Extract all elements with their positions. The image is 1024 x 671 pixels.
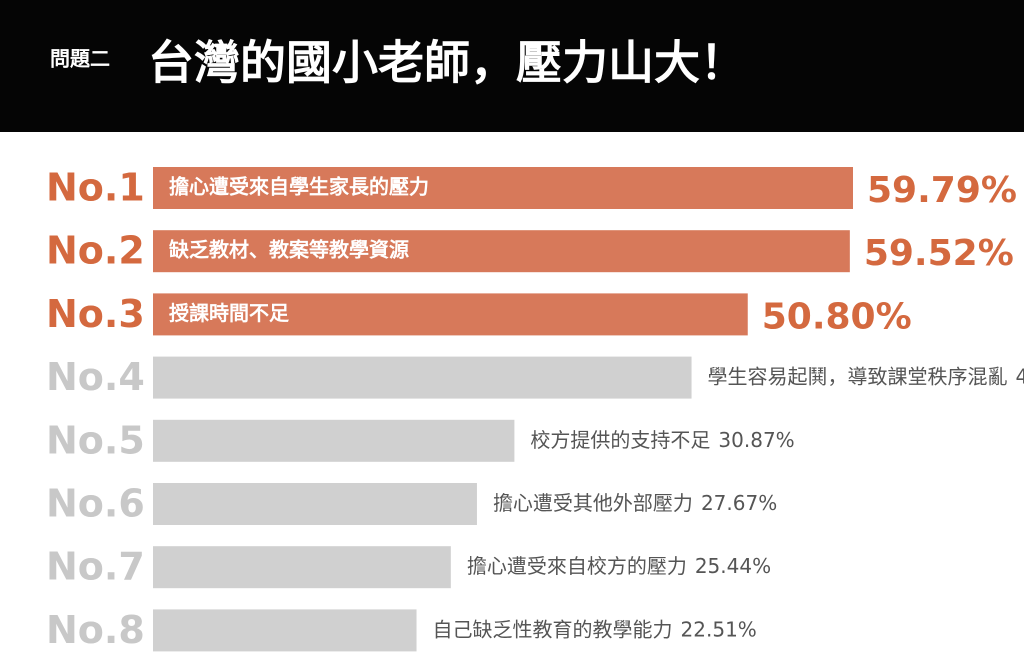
bar-annotation: 學生容易起鬨，導致課堂秩序混亂 46.00%	[708, 364, 1024, 388]
bar-label: 學生容易起鬨，導致課堂秩序混亂	[708, 364, 1008, 388]
bar	[153, 167, 853, 209]
chart-title: 台灣的國小老師，壓力山大！	[148, 36, 746, 90]
bar-label: 缺乏教材、教案等教學資源	[169, 238, 409, 262]
rank-label: No.5	[46, 418, 145, 462]
rank-label: No.3	[46, 292, 145, 336]
bar-annotation: 自己缺乏性教育的教學能力 22.51%	[433, 617, 757, 641]
bar	[153, 419, 515, 462]
rank-label: No.2	[46, 229, 145, 273]
value-label: 59.52%	[864, 233, 1014, 274]
rank-label: No.8	[46, 608, 145, 652]
rank-label: No.4	[46, 355, 145, 399]
rank-label: No.6	[46, 482, 145, 526]
bar-annotation: 擔心遭受來自校方的壓力 25.44%	[467, 554, 771, 578]
rank-label: No.7	[46, 545, 145, 589]
rank-label: No.1	[46, 166, 145, 210]
header-label: 問題二	[50, 47, 110, 71]
value-label: 30.87%	[718, 427, 794, 451]
bar	[153, 230, 850, 273]
value-label: 27.67%	[701, 491, 777, 515]
bar-label: 擔心遭受來自校方的壓力	[467, 554, 687, 578]
header-band	[0, 0, 1024, 132]
bar-annotation: 擔心遭受其他外部壓力 27.67%	[493, 491, 777, 515]
bar-label: 自己缺乏性教育的教學能力	[433, 617, 673, 641]
value-label: 25.44%	[695, 554, 771, 578]
bar-label: 授課時間不足	[169, 301, 290, 325]
value-label: 59.79%	[867, 170, 1017, 211]
bar	[153, 609, 417, 652]
bar	[153, 356, 692, 399]
bar	[153, 483, 477, 525]
bar	[153, 546, 451, 589]
bar-label: 校方提供的支持不足	[530, 427, 710, 451]
value-label: 50.80%	[762, 296, 912, 337]
bar-label: 擔心遭受來自學生家長的壓力	[169, 175, 429, 199]
value-label: 22.51%	[681, 617, 757, 641]
value-label: 46.00%	[1016, 364, 1024, 388]
bar-label: 擔心遭受其他外部壓力	[493, 491, 693, 515]
bar	[153, 293, 748, 336]
bar-annotation: 校方提供的支持不足 30.87%	[530, 427, 794, 451]
